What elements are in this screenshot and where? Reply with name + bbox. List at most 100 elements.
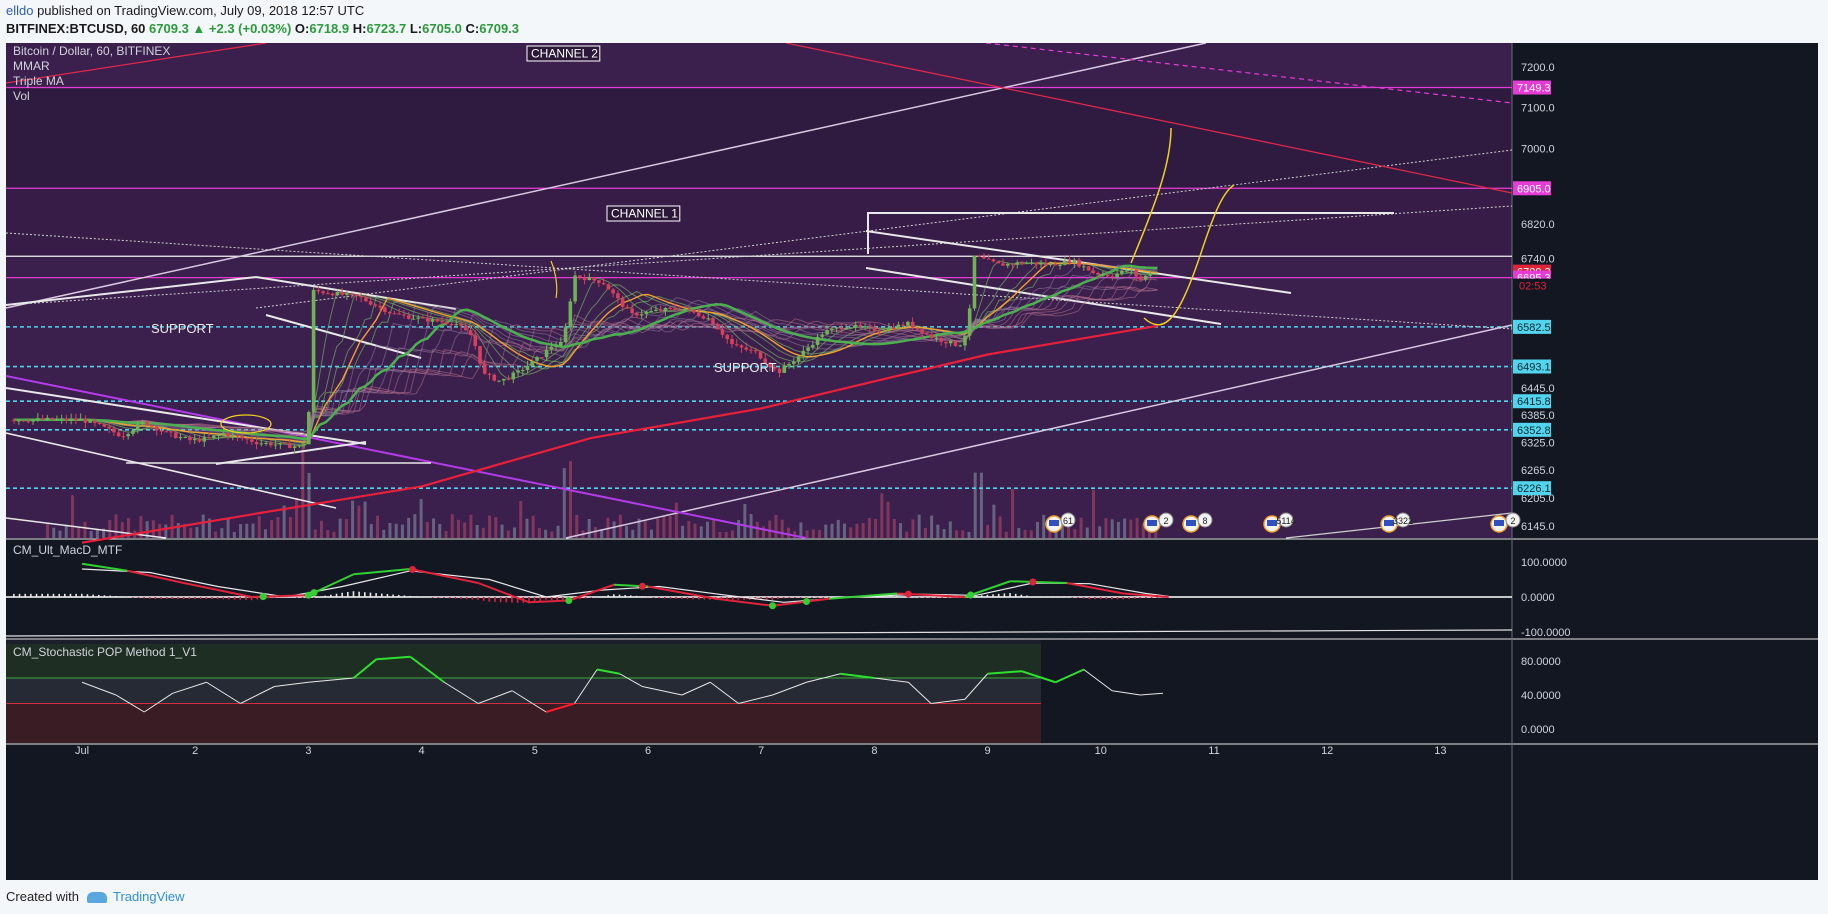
time-tick-label: 5: [532, 745, 538, 757]
candle-body: [321, 291, 325, 294]
macd-bar: [109, 595, 111, 597]
candle-body: [416, 317, 421, 319]
stoch-line-segment: [1055, 668, 1085, 684]
stoch-line-segment: [1083, 669, 1113, 692]
macd-line-segment: [127, 569, 185, 584]
candle-body: [540, 357, 544, 359]
macd-line-segment: [81, 562, 128, 572]
price-tick-label: 6385.0: [1521, 410, 1555, 422]
candle-body: [644, 311, 649, 315]
macd-bar: [52, 593, 55, 597]
macd-bar: [952, 597, 955, 598]
volume-bar: [836, 519, 840, 538]
volume-bar: [681, 525, 685, 538]
macd-bar: [879, 596, 881, 597]
macd-bar: [211, 597, 213, 600]
volume-bar: [587, 518, 591, 538]
lower-trend-2: [6, 517, 167, 539]
macd-bar: [935, 597, 938, 598]
macd-bar: [205, 597, 208, 600]
macd-bar: [822, 597, 825, 598]
macd-bar: [975, 595, 977, 597]
candle-body: [901, 324, 905, 326]
macd-bar: [443, 597, 445, 598]
candle-body: [269, 442, 273, 446]
candle-body: [307, 412, 311, 445]
candle-body: [825, 330, 829, 335]
volume-bar: [992, 504, 996, 538]
triple-ma-green: [14, 264, 1158, 441]
macd-panel: [6, 540, 1512, 638]
chart-svg[interactable]: Bitcoin / Dollar, 60, BITFINEXMMARTriple…: [6, 43, 1818, 880]
volume-bar: [755, 521, 759, 538]
macd-bar: [663, 597, 666, 599]
volume-bar: [394, 523, 398, 538]
volume-bar: [257, 515, 261, 538]
candle-body: [473, 335, 478, 347]
candle-body: [1001, 263, 1005, 266]
candle-body: [17, 420, 21, 422]
volume-bar: [631, 529, 635, 538]
macd-bar: [584, 597, 587, 599]
macd-bar: [245, 597, 247, 600]
macd-bar: [250, 597, 253, 601]
time-tick-label: 9: [985, 745, 991, 757]
event-count: 2: [1163, 516, 1168, 526]
macd-bar: [1031, 596, 1034, 597]
tradingview-link[interactable]: TradingView: [112, 889, 185, 904]
volume-bar: [600, 529, 604, 538]
volume-bar: [195, 527, 199, 538]
price-tick-label: 6325.0: [1521, 438, 1555, 450]
macd-bar: [386, 594, 389, 597]
macd-bar: [1054, 596, 1057, 598]
candle-body: [853, 324, 858, 328]
event-count-badge: [1505, 512, 1521, 528]
volume-bar: [936, 524, 940, 538]
candle-body: [673, 308, 677, 310]
candle-body: [135, 424, 140, 431]
volume-bar: [955, 530, 959, 538]
volume-bar: [1092, 489, 1096, 538]
macd-bar: [641, 596, 643, 597]
candle-body: [559, 342, 563, 346]
volume-bar: [544, 529, 548, 538]
macd-bar: [318, 596, 321, 598]
volume-bar: [967, 531, 971, 538]
candle-body: [796, 356, 801, 362]
candle-body: [1139, 276, 1143, 280]
candle-body: [211, 435, 216, 438]
candle-body: [202, 437, 207, 442]
macd-bar: [92, 594, 94, 597]
macd-bar: [816, 597, 819, 598]
candle-body: [378, 305, 382, 308]
macd-bar: [380, 593, 383, 597]
chart-area[interactable]: Bitcoin / Dollar, 60, BITFINEX MMAR Triple…: [6, 43, 1818, 880]
candle-body: [59, 418, 64, 420]
candles: [12, 253, 1153, 454]
macd-bar: [765, 597, 768, 600]
candle-body: [1077, 259, 1081, 267]
volume-bar: [151, 520, 155, 538]
candle-body: [288, 443, 292, 449]
macd-bar: [1014, 593, 1017, 597]
volume-bar: [1004, 531, 1008, 538]
candle-body: [116, 432, 121, 437]
macd-bar: [41, 593, 43, 597]
volume-bar: [737, 519, 741, 538]
candle-body: [896, 324, 901, 330]
candle-body: [1096, 272, 1100, 275]
indicator-label: Triple MA: [13, 74, 64, 88]
volume-bar: [537, 527, 541, 538]
macd-bar: [471, 597, 474, 600]
macd-bar: [358, 591, 360, 597]
volume-bar: [768, 520, 772, 538]
candle-body: [192, 438, 197, 441]
volume-bar: [506, 530, 510, 538]
macd-bar: [1156, 597, 1158, 598]
candle-body: [88, 420, 92, 423]
macd-bar: [601, 596, 604, 597]
author-link[interactable]: elldo: [6, 3, 34, 18]
candle-body: [302, 444, 306, 446]
macd-bar: [731, 597, 734, 600]
candle-body: [986, 258, 991, 260]
